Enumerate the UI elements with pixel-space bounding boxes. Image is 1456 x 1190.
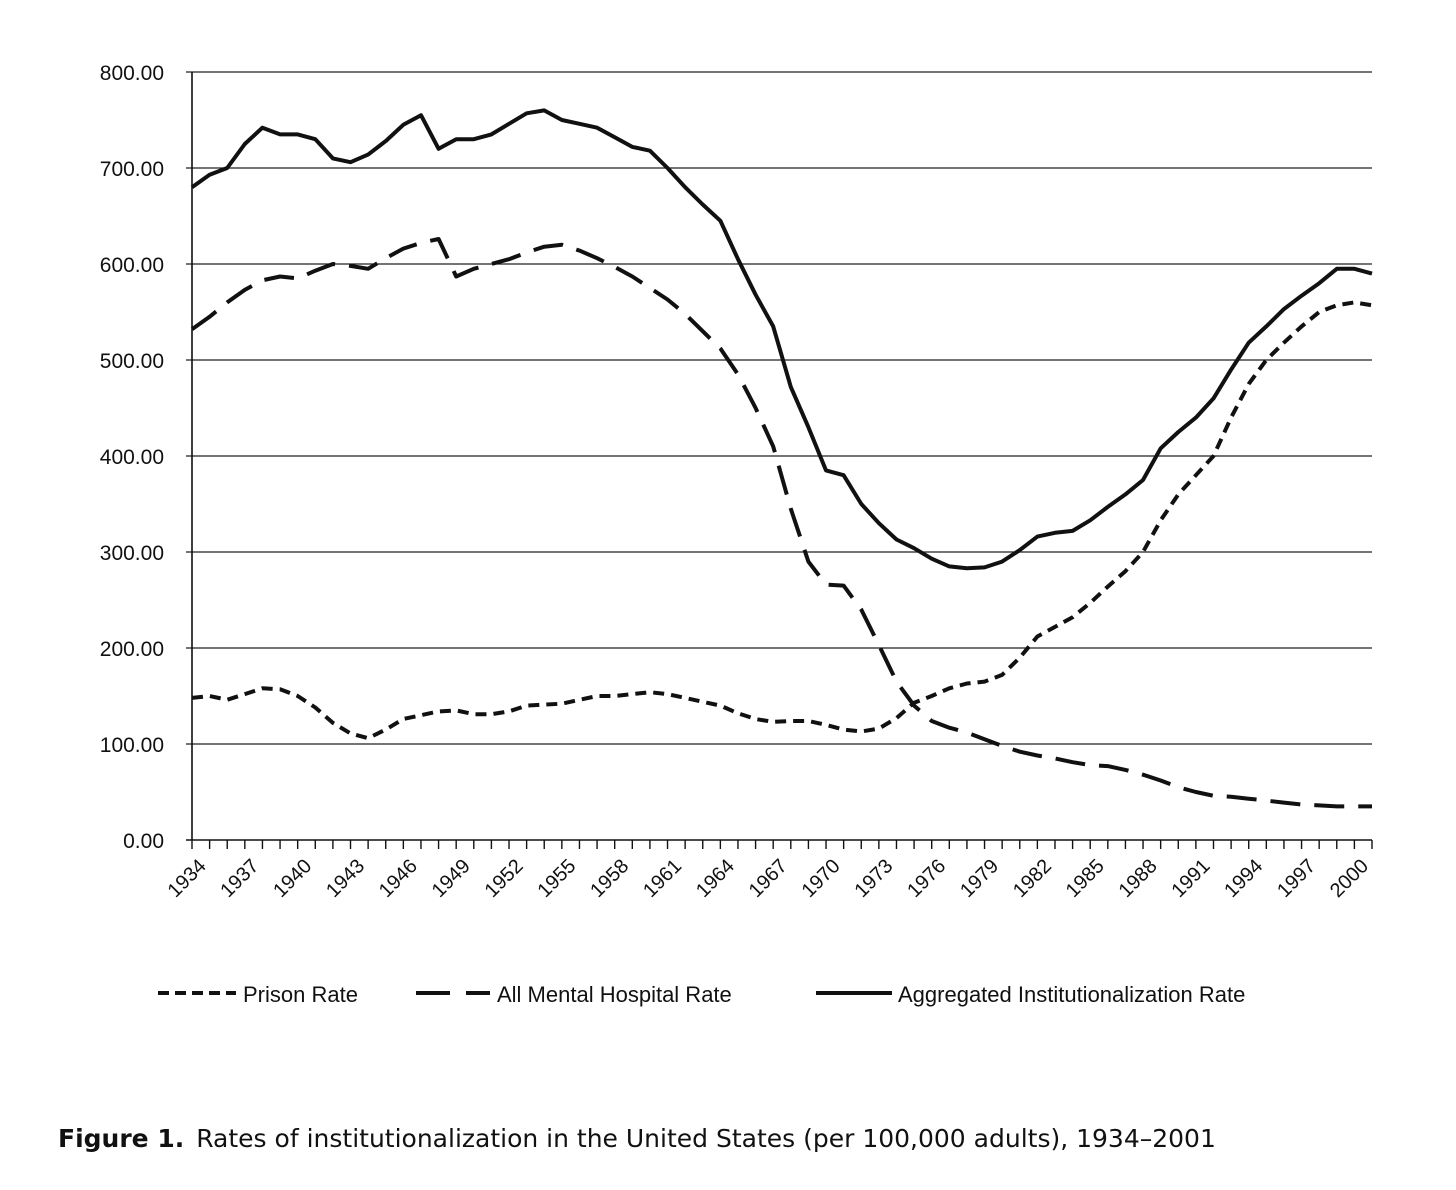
chart-area: 0.00 100.00 200.00 300.00 400.00 500.00 600.00…: [100, 62, 1373, 1007]
x-tick-label: 1991: [1167, 855, 1214, 902]
x-tick-label: 1964: [692, 855, 739, 902]
y-tick-label: 200.00: [100, 638, 164, 661]
x-axis-ticks: 1934 1937 1940 1943 1946 1949 1952 1955 1958 1961…: [164, 840, 1373, 902]
y-tick-label: 0.00: [123, 830, 164, 853]
x-tick-label: 1955: [533, 855, 580, 902]
y-tick-label: 300.00: [100, 542, 164, 565]
x-tick-label: 1961: [639, 855, 686, 902]
x-tick-label: 1970: [798, 855, 845, 902]
x-tick-label: 1973: [850, 855, 897, 902]
y-tick-label: 700.00: [100, 158, 164, 181]
line-chart: 0.00 100.00 200.00 300.00 400.00 500.00 600.00…: [100, 62, 1373, 1007]
x-tick-label: 1934: [164, 855, 211, 902]
legend-label: Aggregated Institutionalization Rate: [898, 982, 1245, 1007]
y-tick-label: 800.00: [100, 62, 164, 85]
axes: [186, 72, 1372, 841]
x-tick-label: 1988: [1115, 855, 1162, 902]
figure-caption-text: Rates of institutionalization in the Uni…: [196, 1124, 1216, 1153]
y-tick-label: 500.00: [100, 350, 164, 373]
legend-label: All Mental Hospital Rate: [497, 982, 732, 1007]
prison-rate-line: [191, 300, 1373, 741]
x-tick-label: 1967: [745, 855, 792, 902]
figure-caption: Figure 1. Rates of institutionalization i…: [58, 1124, 1438, 1153]
x-tick-label: 1994: [1220, 855, 1267, 902]
x-tick-label: 1985: [1062, 855, 1109, 902]
x-tick-label: 1949: [428, 855, 475, 902]
x-tick-label: 1976: [903, 855, 950, 902]
x-tick-label: 1979: [956, 855, 1003, 902]
x-tick-label: 1943: [322, 855, 369, 902]
all-mental-hospital-rate-line: [190, 237, 1372, 809]
x-tick-label: 1946: [375, 855, 422, 902]
legend-label: Prison Rate: [243, 982, 358, 1007]
y-axis-ticks: 0.00 100.00 200.00 300.00 400.00 500.00 600.00…: [100, 62, 164, 853]
y-tick-label: 100.00: [100, 734, 164, 757]
x-tick-label: 1937: [216, 855, 263, 902]
x-tick-label: 2000: [1326, 855, 1373, 902]
y-tick-label: 600.00: [100, 254, 164, 277]
x-tick-label: 1952: [481, 855, 528, 902]
gridlines: [186, 71, 1372, 745]
x-tick-label: 1982: [1009, 855, 1056, 902]
y-tick-label: 400.00: [100, 446, 164, 469]
figure-label: Figure 1.: [58, 1124, 185, 1153]
series-lines: [190, 108, 1373, 809]
legend: Prison Rate All Mental Hospital Rate Aggre…: [158, 982, 1245, 1007]
x-tick-label: 1940: [269, 855, 316, 902]
aggregated-institutionalization-rate-line: [190, 108, 1373, 571]
x-tick-label: 1958: [586, 855, 633, 902]
x-tick-label: 1997: [1273, 855, 1320, 902]
